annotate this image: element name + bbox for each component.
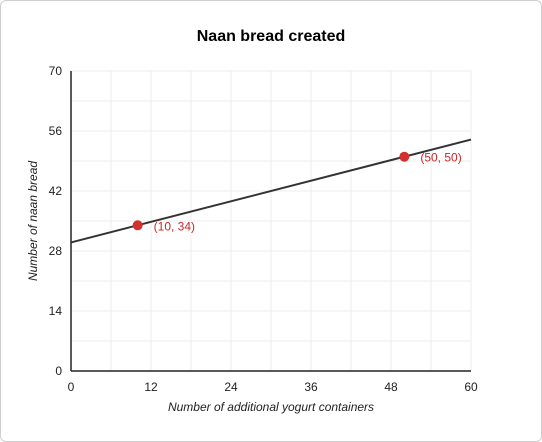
x-tick-label: 12 <box>144 380 158 394</box>
x-tick-label: 48 <box>384 380 398 394</box>
series: (10, 34) (50, 50) <box>70 138 472 244</box>
y-axis-label: Number of naan bread <box>26 161 40 281</box>
data-point <box>399 151 410 162</box>
tick-labels: 0 12 24 36 48 60 0 14 28 42 56 70 <box>49 64 478 394</box>
x-axis-label: Number of additional yogurt containers <box>168 400 374 414</box>
chart-title: Naan bread created <box>197 28 346 45</box>
grid <box>71 70 472 371</box>
y-tick-label: 42 <box>49 184 63 198</box>
x-tick-label: 60 <box>464 380 478 394</box>
y-tick-label: 56 <box>49 124 63 138</box>
y-tick-label: 70 <box>49 64 63 78</box>
y-tick-label: 0 <box>55 364 62 378</box>
x-tick-label: 36 <box>304 380 318 394</box>
y-tick-label: 28 <box>49 244 63 258</box>
data-point-label: (10, 34) <box>154 219 195 233</box>
x-tick-label: 0 <box>68 380 75 394</box>
axes <box>70 71 471 372</box>
y-tick-label: 14 <box>49 304 63 318</box>
data-point <box>132 220 143 231</box>
data-point-label: (50, 50) <box>420 151 461 165</box>
x-tick-label: 24 <box>224 380 238 394</box>
